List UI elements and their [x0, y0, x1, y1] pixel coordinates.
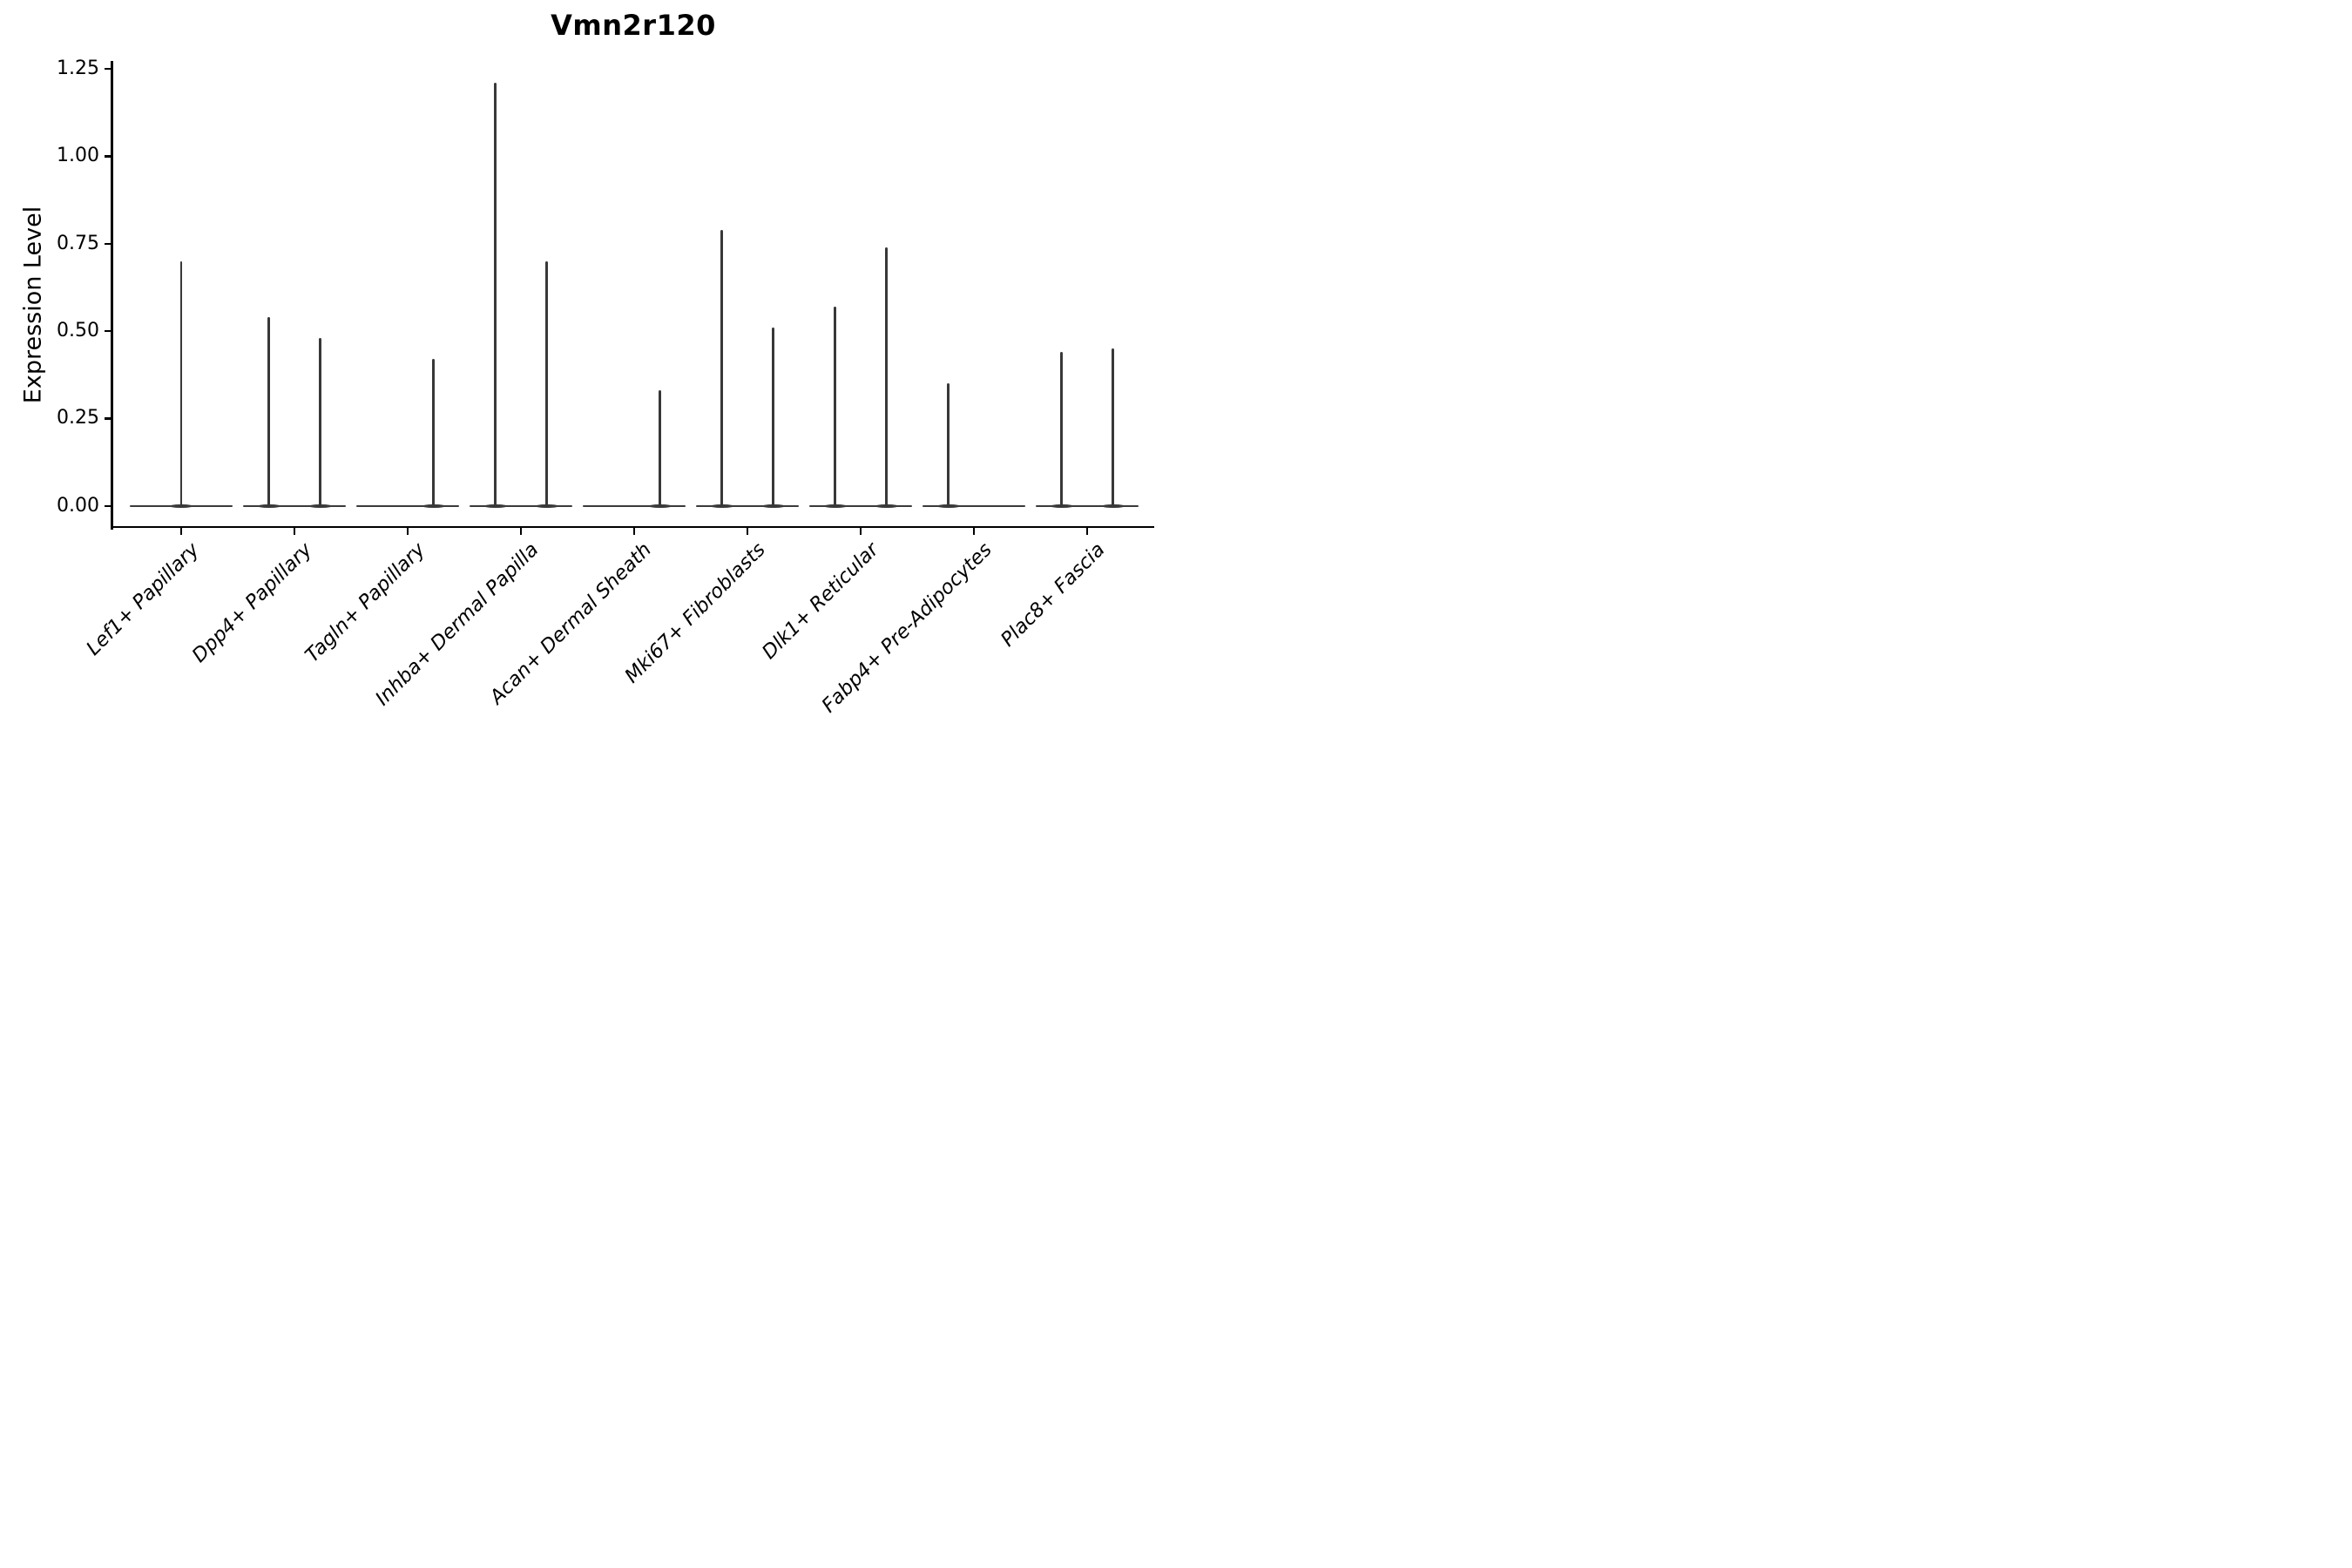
y-tick-label: 0.00 — [57, 494, 99, 517]
violin-max-spike — [885, 247, 888, 507]
violin-max-spike — [772, 328, 774, 507]
violin-zero-baseline — [470, 504, 572, 508]
x-tick-mark — [972, 527, 976, 535]
y-tick-mark — [104, 504, 112, 507]
x-tick-label: Tagln+ Papillary — [301, 538, 430, 667]
y-tick-mark — [104, 67, 112, 71]
x-tick-mark — [859, 527, 862, 535]
violin-max-spike — [179, 260, 183, 507]
y-tick-label: 1.25 — [57, 57, 99, 80]
x-tick-mark — [179, 527, 183, 535]
x-tick-label: Plac8+ Fascia — [996, 538, 1110, 652]
chart-title: Vmn2r120 — [551, 9, 716, 42]
x-tick-mark — [293, 527, 296, 535]
y-tick-mark — [104, 242, 112, 245]
y-tick-label: 0.75 — [57, 232, 99, 254]
violin-max-spike — [947, 383, 950, 507]
violin-max-spike — [659, 390, 661, 507]
x-tick-mark — [632, 527, 636, 535]
violin-zero-baseline — [809, 504, 912, 508]
violin-zero-baseline — [356, 504, 459, 508]
violin-max-spike — [545, 260, 548, 507]
violin-max-spike — [319, 338, 321, 507]
violin-zero-baseline — [1036, 504, 1139, 508]
x-tick-mark — [519, 527, 523, 535]
violin-zero-baseline — [696, 504, 799, 508]
y-axis-spine — [111, 61, 113, 530]
x-tick-mark — [746, 527, 749, 535]
violin-max-spike — [720, 229, 723, 507]
y-tick-label: 0.50 — [57, 320, 99, 342]
violin-max-spike — [267, 317, 270, 507]
x-axis-spine — [111, 525, 1154, 529]
violin-max-spike — [494, 83, 497, 507]
x-tick-label: Dpp4+ Papillary — [187, 538, 317, 667]
x-tick-label: Dlk1+ Reticular — [757, 538, 883, 664]
y-tick-label: 1.00 — [57, 145, 99, 167]
violin-zero-baseline — [583, 504, 686, 508]
y-tick-mark — [104, 329, 112, 333]
y-tick-mark — [104, 155, 112, 158]
violin-max-spike — [432, 359, 435, 507]
violin-max-spike — [1060, 352, 1063, 507]
x-tick-mark — [406, 527, 409, 535]
violin-plot-figure: Vmn2r120 Expression Level 0.00 0.25 0.50 0.… — [0, 0, 1176, 784]
violin-zero-baseline — [923, 504, 1025, 508]
x-tick-mark — [1085, 527, 1089, 535]
y-tick-mark — [104, 417, 112, 420]
violin-max-spike — [1112, 348, 1114, 507]
violin-max-spike — [834, 307, 836, 507]
violin-zero-baseline — [243, 504, 346, 508]
x-tick-label: Lef1+ Papillary — [81, 538, 204, 660]
y-tick-label: 0.25 — [57, 407, 99, 429]
